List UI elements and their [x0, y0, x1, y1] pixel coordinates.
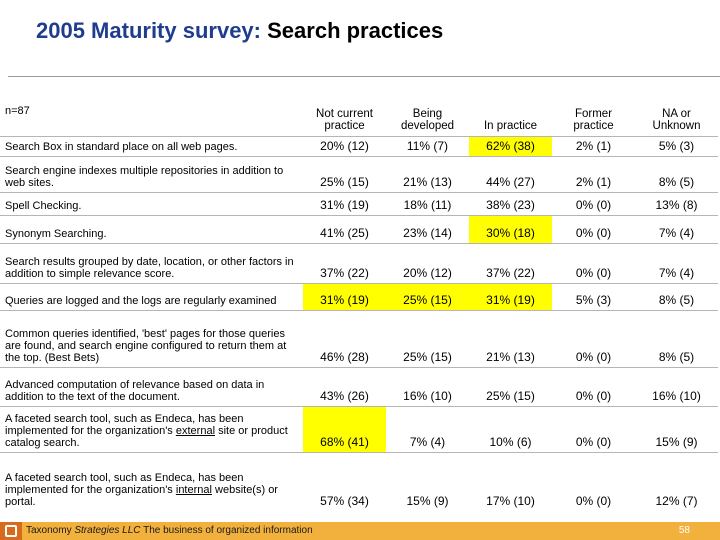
- row-value-cell: 16% (10): [386, 367, 469, 407]
- page-number: 58: [678, 525, 690, 536]
- footer-company: Taxonomy Strategies LLC The business of …: [26, 525, 313, 536]
- table-row: Queries are logged and the logs are regu…: [0, 283, 718, 311]
- table-row: A faceted search tool, such as Endeca, h…: [0, 452, 718, 511]
- row-value-cell: 0% (0): [552, 452, 635, 511]
- row-value-cell: 11% (7): [386, 136, 469, 157]
- row-value-cell: 2% (1): [552, 136, 635, 157]
- row-value-cell: 8% (5): [635, 283, 718, 311]
- row-label: Common queries identified, 'best' pages …: [0, 310, 303, 368]
- row-value-cell: 17% (10): [469, 452, 552, 511]
- row-label: Search Box in standard place on all web …: [0, 136, 303, 157]
- page-title: 2005 Maturity survey: Search practices: [36, 18, 443, 44]
- row-value-cell: 41% (25): [303, 215, 386, 244]
- table-row: Search results grouped by date, location…: [0, 243, 718, 284]
- row-value-cell: 7% (4): [386, 406, 469, 453]
- row-value-cell: 37% (22): [303, 243, 386, 284]
- table-row: Advanced computation of relevance based …: [0, 367, 718, 407]
- row-value-cell: 43% (26): [303, 367, 386, 407]
- row-value-cell: 0% (0): [552, 406, 635, 453]
- row-value-cell: 0% (0): [552, 310, 635, 368]
- row-value-cell: 31% (19): [303, 283, 386, 311]
- row-label: A faceted search tool, such as Endeca, h…: [0, 406, 303, 453]
- row-label: A faceted search tool, such as Endeca, h…: [0, 452, 303, 511]
- row-value-cell: 10% (6): [469, 406, 552, 453]
- row-value-cell: 46% (28): [303, 310, 386, 368]
- sample-size-label: n=87: [5, 105, 30, 117]
- table-row: Search engine indexes multiple repositor…: [0, 156, 718, 193]
- table-row: Common queries identified, 'best' pages …: [0, 310, 718, 368]
- row-value-cell: 8% (5): [635, 310, 718, 368]
- row-value-cell: 68% (41): [303, 406, 386, 453]
- row-value-cell: 18% (11): [386, 192, 469, 216]
- row-value-cell: 7% (4): [635, 243, 718, 284]
- row-value-cell: 25% (15): [386, 283, 469, 311]
- row-label: Search results grouped by date, location…: [0, 243, 303, 284]
- row-value-cell: 5% (3): [635, 136, 718, 157]
- header-former-practice: Former practice: [573, 108, 614, 132]
- row-value-cell: 5% (3): [552, 283, 635, 311]
- row-value-cell: 20% (12): [386, 243, 469, 284]
- row-label: Synonym Searching.: [0, 215, 303, 244]
- row-value-cell: 21% (13): [469, 310, 552, 368]
- table-row: Synonym Searching. 41% (25) 23% (14) 30% (1…: [0, 215, 718, 244]
- row-value-cell: 15% (9): [635, 406, 718, 453]
- company-logo-icon: [0, 522, 22, 540]
- row-value-cell: 30% (18): [469, 215, 552, 244]
- row-value-cell: 31% (19): [303, 192, 386, 216]
- header-being-developed: Being developed: [400, 108, 455, 132]
- header-na-or-unknown: NA or Unknown: [652, 108, 701, 132]
- row-value-cell: 13% (8): [635, 192, 718, 216]
- row-value-cell: 31% (19): [469, 283, 552, 311]
- title-main: Search practices: [267, 18, 444, 43]
- survey-table: n=87 Not current practice Being develope…: [0, 86, 718, 511]
- row-value-cell: 62% (38): [469, 136, 552, 157]
- row-value-cell: 0% (0): [552, 243, 635, 284]
- row-value-cell: 16% (10): [635, 367, 718, 407]
- row-label: Spell Checking.: [0, 192, 303, 216]
- header-not-current-practice: Not current practice: [316, 108, 373, 132]
- row-label: Advanced computation of relevance based …: [0, 367, 303, 407]
- table-row: A faceted search tool, such as Endeca, h…: [0, 406, 718, 453]
- row-value-cell: 21% (13): [386, 156, 469, 193]
- row-value-cell: 23% (14): [386, 215, 469, 244]
- row-value-cell: 25% (15): [386, 310, 469, 368]
- row-label: Queries are logged and the logs are regu…: [0, 283, 303, 311]
- row-value-cell: 2% (1): [552, 156, 635, 193]
- row-value-cell: 8% (5): [635, 156, 718, 193]
- row-value-cell: 0% (0): [552, 192, 635, 216]
- title-prefix: 2005 Maturity survey:: [36, 18, 261, 43]
- row-value-cell: 38% (23): [469, 192, 552, 216]
- row-value-cell: 12% (7): [635, 452, 718, 511]
- row-value-cell: 0% (0): [552, 367, 635, 407]
- title-divider: [8, 76, 720, 77]
- footer-bar: Taxonomy Strategies LLC The business of …: [0, 522, 720, 540]
- row-value-cell: 37% (22): [469, 243, 552, 284]
- header-in-practice: In practice: [483, 120, 538, 132]
- row-label: Search engine indexes multiple repositor…: [0, 156, 303, 193]
- row-value-cell: 20% (12): [303, 136, 386, 157]
- row-value-cell: 57% (34): [303, 452, 386, 511]
- row-value-cell: 44% (27): [469, 156, 552, 193]
- table-row: Spell Checking. 31% (19) 18% (11) 38% (23) 0…: [0, 192, 718, 216]
- row-value-cell: 25% (15): [303, 156, 386, 193]
- row-value-cell: 25% (15): [469, 367, 552, 407]
- row-value-cell: 7% (4): [635, 215, 718, 244]
- table-header-row: n=87 Not current practice Being develope…: [0, 86, 718, 137]
- row-value-cell: 15% (9): [386, 452, 469, 511]
- table-row: Search Box in standard place on all web …: [0, 136, 718, 157]
- row-value-cell: 0% (0): [552, 215, 635, 244]
